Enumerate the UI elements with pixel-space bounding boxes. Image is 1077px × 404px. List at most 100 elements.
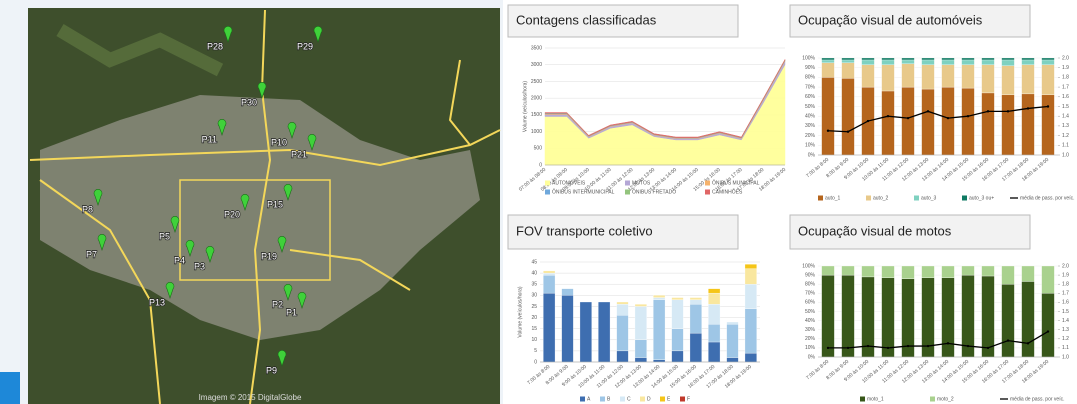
map-pin-label: P10 <box>271 137 287 147</box>
map-pin-label: P1 <box>286 307 297 317</box>
legend-label: ÔNIBUS MUNICIPAL <box>712 179 760 186</box>
legend-swatch <box>640 397 645 402</box>
map-pin-label: P20 <box>224 209 240 219</box>
legend-swatch <box>705 181 710 186</box>
y-tick-label: 45 <box>531 259 537 265</box>
y-tick-label: 80% <box>805 75 816 81</box>
y2-tick-label: 1.9 <box>1062 65 1069 71</box>
bar-segment <box>1042 58 1055 60</box>
legend-label: D <box>647 396 651 402</box>
bar-segment <box>672 298 684 300</box>
bar-segment <box>1022 58 1035 60</box>
bar-segment <box>745 284 757 308</box>
bar-segment <box>690 300 702 304</box>
bar-segment <box>982 65 995 93</box>
bar-segment <box>745 269 757 285</box>
map-pin-label: P3 <box>194 261 205 271</box>
legend-swatch <box>620 397 625 402</box>
legend-swatch <box>545 190 550 195</box>
line-point <box>967 115 969 117</box>
bar-segment <box>672 351 684 362</box>
bar-segment <box>1022 266 1035 281</box>
y-tick-label: 60% <box>805 94 816 100</box>
map-pin-label: P5 <box>159 231 170 241</box>
bar-segment <box>1002 284 1015 357</box>
bar-segment <box>862 65 875 87</box>
line-point <box>907 117 909 119</box>
bar-segment <box>617 351 629 362</box>
y2-tick-label: 1.6 <box>1062 94 1069 100</box>
bar-segment <box>690 304 702 333</box>
legend-label: MOTOS <box>632 180 651 186</box>
y2-tick-label: 2.0 <box>1062 263 1069 269</box>
line-point <box>887 347 889 349</box>
bar-segment <box>1002 60 1015 66</box>
legend-swatch <box>860 397 865 402</box>
legend-label: AUTOMÓVEIS <box>552 179 586 186</box>
y-tick-label: 500 <box>534 146 543 152</box>
bar-segment <box>942 87 955 155</box>
legend-label: CAMINHÕES <box>712 188 743 195</box>
map-pin-label: P19 <box>261 251 277 261</box>
line-point <box>987 110 989 112</box>
y-tick-label: 40 <box>531 270 537 276</box>
y-tick-label: 30% <box>805 123 816 129</box>
bar-segment <box>942 266 955 278</box>
bar-segment <box>562 289 574 296</box>
y-tick-label: 5 <box>534 348 537 354</box>
legend-label: F <box>687 396 690 402</box>
legend-label: C <box>627 396 631 402</box>
line-point <box>867 345 869 347</box>
bar-segment <box>922 58 935 60</box>
bar-segment <box>635 358 647 362</box>
y-tick-label: 10 <box>531 337 537 343</box>
y2-tick-label: 1.1 <box>1062 345 1069 351</box>
map-pin-label: P9 <box>266 365 277 375</box>
bar-segment <box>942 65 955 87</box>
y2-tick-label: 1.2 <box>1062 336 1069 342</box>
map-pin-label: P2 <box>272 299 283 309</box>
line-point <box>987 347 989 349</box>
bar-segment <box>862 60 875 65</box>
bar-segment <box>902 60 915 64</box>
legend-label: auto_1 <box>825 195 841 201</box>
legend-label: auto_3 ou+ <box>969 195 994 201</box>
legend-swatch <box>930 397 935 402</box>
line-point <box>927 345 929 347</box>
bar-segment <box>617 302 629 304</box>
map-pin-label: P21 <box>291 149 307 159</box>
y2-tick-label: 1.9 <box>1062 272 1069 278</box>
bar-segment <box>1022 60 1035 65</box>
bar-segment <box>635 306 647 339</box>
legend-swatch <box>625 181 630 186</box>
y-tick-label: 20 <box>531 315 537 321</box>
bar-segment <box>822 60 835 63</box>
y-tick-label: 2000 <box>531 95 542 101</box>
bar-segment <box>862 58 875 60</box>
bar-segment <box>842 275 855 357</box>
bar-segment <box>842 78 855 155</box>
y-tick-label: 50% <box>805 104 816 110</box>
legend-swatch <box>580 397 585 402</box>
line-point <box>827 130 829 132</box>
legend-swatch <box>962 196 967 201</box>
bar-segment <box>672 300 684 329</box>
bar-segment <box>922 89 935 155</box>
line-point <box>887 115 889 117</box>
map-pin-label: P4 <box>174 255 185 265</box>
bar-segment <box>982 276 995 357</box>
bar-segment <box>902 58 915 60</box>
y-tick-label: 70% <box>805 291 816 297</box>
bar-segment <box>982 58 995 60</box>
y2-tick-label: 1.5 <box>1062 309 1069 315</box>
legend-swatch <box>660 397 665 402</box>
y-tick-label: 100% <box>802 55 815 61</box>
bar-segment <box>822 266 835 275</box>
bar-segment <box>822 77 835 155</box>
bar-segment <box>690 333 702 362</box>
bar-segment <box>822 63 835 78</box>
y-tick-label: 20% <box>805 133 816 139</box>
bar-segment <box>708 342 720 362</box>
bar-segment <box>882 60 895 65</box>
bar-segment <box>653 295 665 297</box>
